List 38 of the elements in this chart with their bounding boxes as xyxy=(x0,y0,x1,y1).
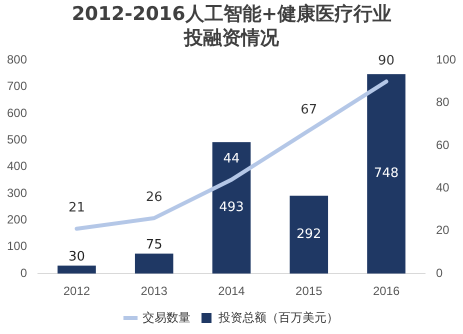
y2-tick-label: 40 xyxy=(436,180,450,195)
y-tick-label: 500 xyxy=(6,132,28,147)
y-tick-label: 800 xyxy=(6,52,28,67)
y-tick-label: 0 xyxy=(20,266,28,280)
y-tick-label: 100 xyxy=(6,239,28,254)
data-label: 748 xyxy=(374,166,399,182)
y2-tick-label: 80 xyxy=(436,95,450,110)
y-tick-label: 200 xyxy=(6,212,28,227)
data-label: 90 xyxy=(378,53,395,68)
data-label: 292 xyxy=(296,227,322,242)
legend-label: 投资总额（百万美元） xyxy=(218,310,338,324)
bar xyxy=(290,196,328,274)
data-label: 75 xyxy=(146,237,162,252)
bar xyxy=(58,266,96,274)
bar xyxy=(367,74,406,274)
data-label: 30 xyxy=(68,249,85,264)
data-label: 493 xyxy=(219,200,244,216)
x-tick-label: 2015 xyxy=(296,284,323,298)
y2-tick-label: 20 xyxy=(436,223,450,238)
bar xyxy=(212,142,251,274)
data-label: 67 xyxy=(300,102,318,118)
x-tick-label: 2016 xyxy=(372,284,400,298)
chart-title: 2012-2016人工智能+健康医疗行业投融资情况 xyxy=(70,2,392,50)
y-tick-label: 400 xyxy=(6,159,28,174)
bar xyxy=(134,254,174,274)
y2-tick-label: 100 xyxy=(436,52,456,67)
y2-tick-label: 60 xyxy=(436,138,450,152)
y2-tick-label: 0 xyxy=(436,266,443,280)
data-label: 26 xyxy=(146,190,162,205)
data-label: 21 xyxy=(68,200,85,216)
y-tick-label: 300 xyxy=(6,186,28,200)
y-tick-label: 600 xyxy=(6,106,28,120)
x-tick-label: 2013 xyxy=(140,284,168,298)
y-tick-label: 700 xyxy=(6,79,28,94)
x-tick-label: 2014 xyxy=(218,284,246,298)
legend-label: 交易数量 xyxy=(142,310,190,324)
x-tick-label: 2012 xyxy=(63,284,90,298)
data-label: 44 xyxy=(223,152,240,167)
